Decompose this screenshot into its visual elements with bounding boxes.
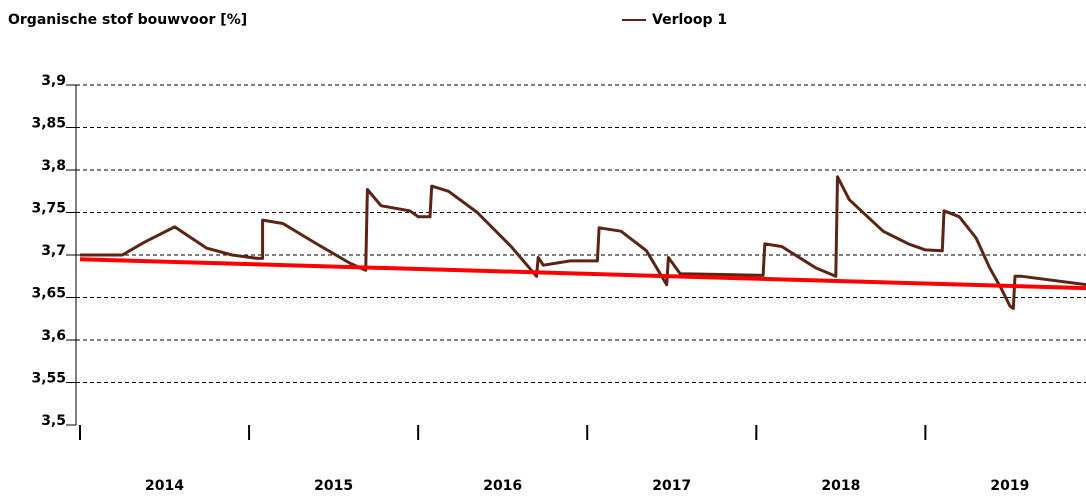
- x-tick-label: 2018: [821, 478, 860, 494]
- y-tick-label: 3,5: [41, 413, 66, 429]
- series-line: [79, 257, 1086, 291]
- y-tick-label: 3,8: [41, 158, 66, 174]
- y-tick-label: 3,65: [31, 286, 66, 302]
- series-line: [80, 175, 1086, 310]
- chart-title: Organische stof bouwvoor [%]: [8, 12, 247, 28]
- y-tick-label: 3,9: [41, 73, 66, 89]
- y-tick-label: 3,85: [31, 116, 66, 132]
- y-tick-label: 3,6: [41, 328, 66, 344]
- y-tick-label: 3,75: [31, 201, 66, 217]
- x-tick-label: 2016: [483, 478, 522, 494]
- x-tick-label: 2017: [652, 478, 691, 494]
- x-tick-label: 2015: [314, 478, 353, 494]
- legend-label: Verloop 1: [652, 12, 727, 28]
- y-tick-label: 3,7: [41, 243, 66, 259]
- x-tick-label: 2014: [145, 478, 184, 494]
- y-tick-label: 3,55: [31, 371, 66, 387]
- x-tick-label: 2019: [990, 478, 1029, 494]
